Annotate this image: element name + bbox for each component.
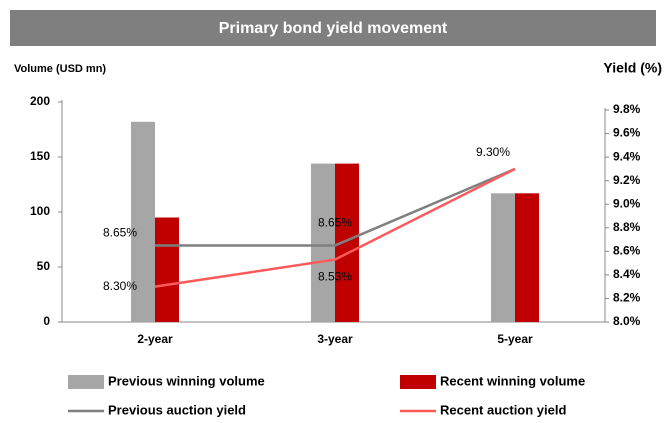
data-label: 8.65% <box>318 216 352 230</box>
data-label: 8.30% <box>103 279 137 293</box>
y2-tick-label: 9.2% <box>613 173 641 187</box>
y-tick-label: 200 <box>30 94 50 108</box>
x-tick-label: 3-year <box>317 332 353 346</box>
y2-tick-label: 8.2% <box>613 291 641 305</box>
bar <box>311 163 335 322</box>
y2-tick-label: 9.8% <box>613 102 641 116</box>
line <box>155 167 516 247</box>
bar <box>131 121 155 322</box>
y2-tick-label: 8.8% <box>613 220 641 234</box>
y2-tick-label: 8.4% <box>613 267 641 281</box>
y2-tick-label: 8.0% <box>613 314 641 328</box>
y-tick-label: 0 <box>43 314 50 328</box>
y-axis-label: Volume (USD mn) <box>14 63 106 75</box>
y-tick-label: 150 <box>30 149 50 163</box>
data-label: 8.65% <box>103 226 137 240</box>
x-tick-label: 2-year <box>137 332 173 346</box>
data-label: 8.53% <box>318 270 352 284</box>
line <box>154 167 516 288</box>
y-tick-label: 50 <box>37 259 51 273</box>
legend-label: Recent winning volume <box>440 373 585 388</box>
y2-axis-label: Yield (%) <box>603 60 662 76</box>
x-tick-label: 5-year <box>497 332 533 346</box>
legend-label: Recent auction yield <box>440 402 566 417</box>
bar <box>491 193 515 322</box>
bar <box>515 193 539 322</box>
legend-label: Previous auction yield <box>108 402 246 417</box>
y2-tick-label: 8.6% <box>613 244 641 258</box>
y2-tick-label: 9.0% <box>613 196 641 210</box>
y2-tick-label: 9.4% <box>613 149 641 163</box>
bar <box>155 217 179 322</box>
legend-label: Previous winning volume <box>108 373 265 388</box>
y-tick-label: 100 <box>30 204 50 218</box>
data-label: 9.30% <box>476 145 510 159</box>
y2-tick-label: 9.6% <box>613 126 641 140</box>
title-bar <box>10 10 656 46</box>
chart-title: Primary bond yield movement <box>219 20 448 37</box>
legend-swatch <box>400 375 436 389</box>
legend-swatch <box>68 375 104 389</box>
